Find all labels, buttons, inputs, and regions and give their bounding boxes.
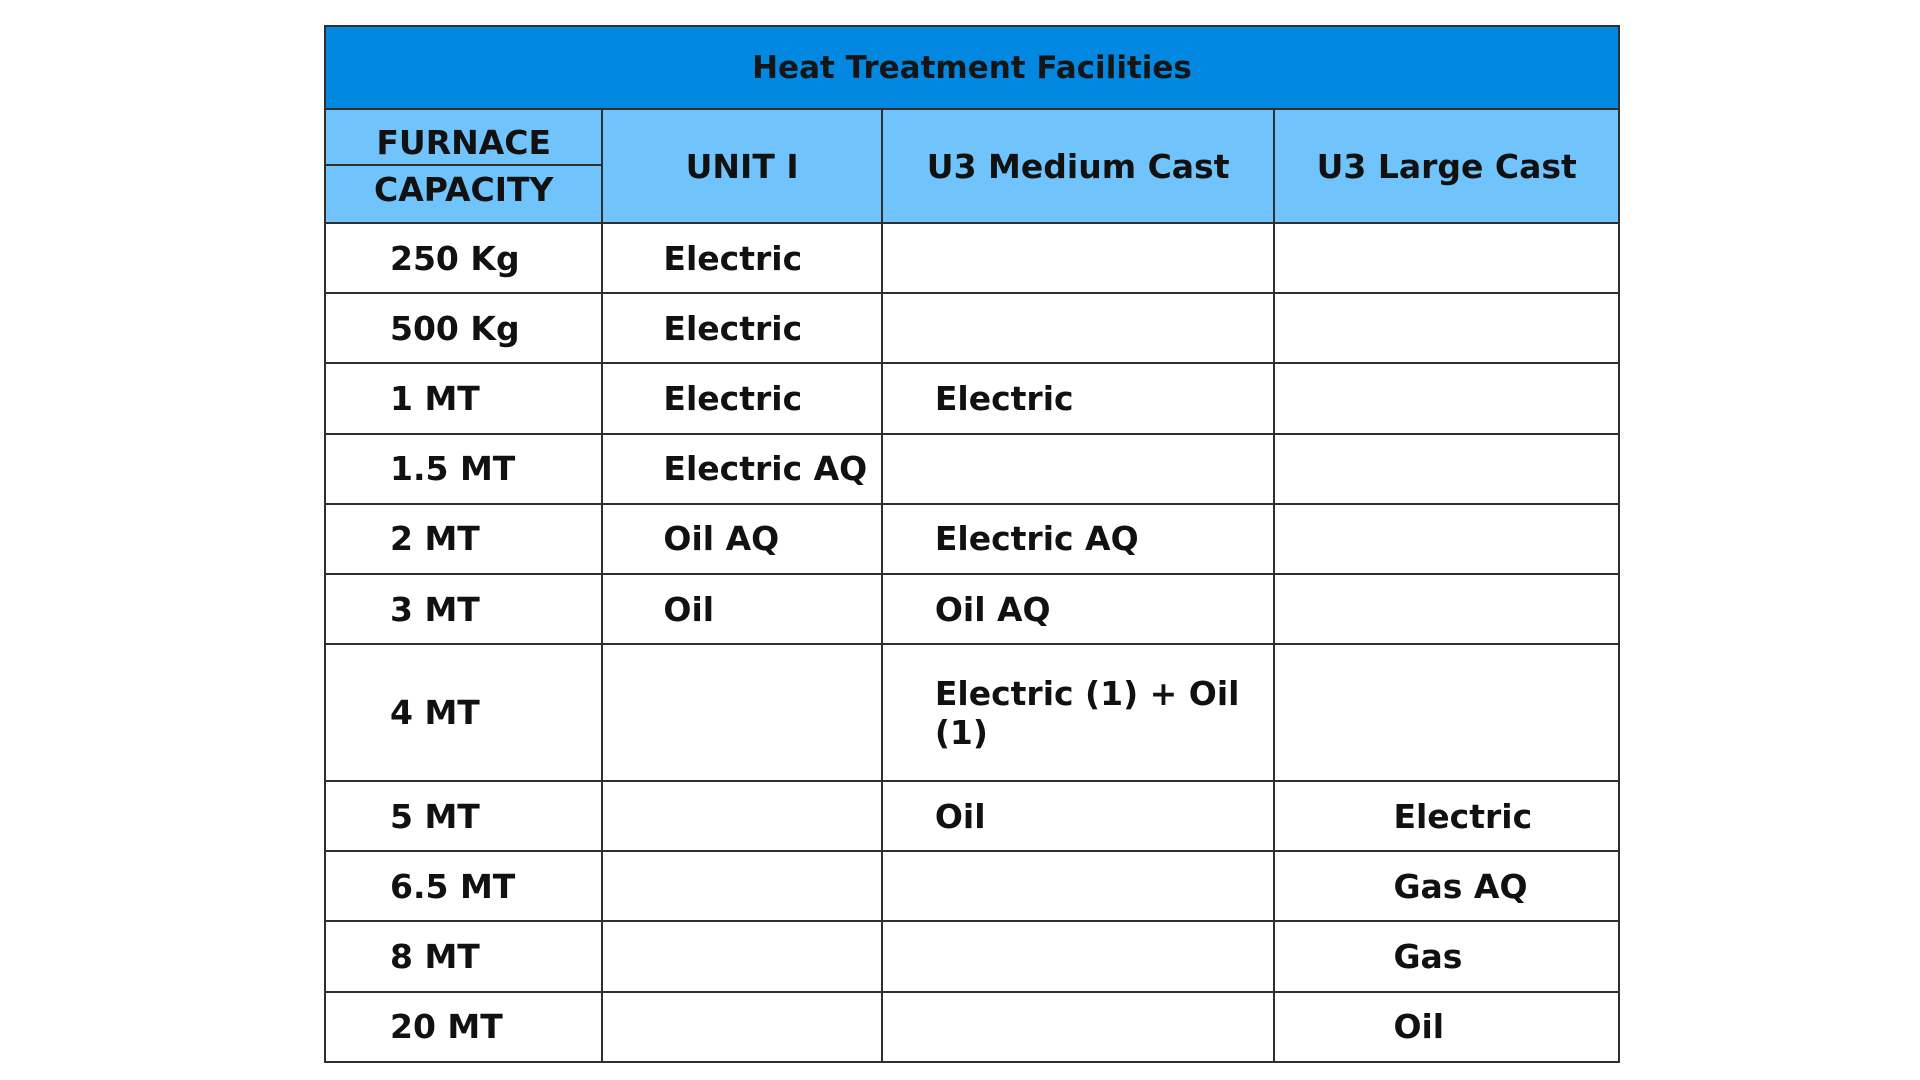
cell-unit-1 — [601, 643, 883, 783]
table-row: 2 MT Oil AQ Electric AQ — [323, 502, 1620, 575]
cell-u3-large — [1273, 221, 1620, 295]
header-u3-medium-cast: U3 Medium Cast — [880, 108, 1276, 224]
cell-capacity: 6.5 MT — [323, 850, 604, 923]
cell-u3-medium — [880, 850, 1276, 923]
cell-unit-1: Oil — [601, 572, 883, 646]
cell-unit-1 — [601, 990, 883, 1064]
cell-unit-1 — [601, 780, 883, 853]
table-row: 8 MT Gas — [323, 920, 1620, 993]
cell-u3-medium: Oil AQ — [880, 572, 1276, 646]
cell-capacity: 500 Kg — [323, 292, 604, 365]
cell-u3-large — [1273, 502, 1620, 575]
cell-u3-medium — [880, 920, 1276, 993]
cell-capacity: 250 Kg — [323, 221, 604, 295]
cell-capacity: 5 MT — [323, 780, 604, 853]
cell-u3-medium: Oil — [880, 780, 1276, 853]
cell-u3-medium — [880, 432, 1276, 505]
cell-unit-1 — [601, 920, 883, 993]
table-row: 6.5 MT Gas AQ — [323, 850, 1620, 923]
cell-capacity: 1.5 MT — [323, 432, 604, 505]
header-furnace-label: FURNACE — [326, 110, 602, 166]
cell-u3-large — [1273, 643, 1620, 783]
cell-unit-1: Electric AQ — [601, 432, 883, 505]
cell-u3-medium — [880, 990, 1276, 1064]
table-row: 1.5 MT Electric AQ — [323, 432, 1620, 505]
cell-u3-medium: Electric (1) + Oil (1) — [880, 643, 1276, 783]
table-row: 20 MT Oil — [323, 990, 1620, 1064]
cell-capacity: 4 MT — [323, 643, 604, 783]
cell-u3-medium: Electric — [880, 362, 1276, 435]
cell-u3-large: Electric — [1273, 780, 1620, 853]
table-title-row: Heat Treatment Facilities — [324, 25, 1620, 110]
cell-unit-1: Electric — [601, 221, 883, 295]
cell-unit-1 — [601, 850, 883, 923]
cell-capacity: 3 MT — [323, 572, 604, 646]
table-row: 500 Kg Electric — [323, 292, 1620, 365]
cell-u3-large — [1273, 292, 1620, 365]
cell-u3-medium: Electric AQ — [880, 502, 1276, 575]
table-header-row: FURNACE CAPACITY UNIT I U3 Medium Cast U… — [323, 108, 1620, 224]
header-unit-1: UNIT I — [601, 108, 883, 224]
table-row: 3 MT Oil Oil AQ — [323, 572, 1620, 646]
cell-unit-1: Electric — [601, 292, 883, 365]
table-row: 5 MT Oil Electric — [323, 780, 1620, 853]
cell-u3-large: Oil — [1273, 990, 1620, 1064]
cell-u3-medium — [880, 221, 1276, 295]
table-row: 1 MT Electric Electric — [323, 362, 1620, 435]
header-furnace-capacity: FURNACE CAPACITY — [323, 108, 604, 224]
cell-capacity: 1 MT — [323, 362, 604, 435]
heat-treatment-table-wrapper: Heat Treatment Facilities FURNACE CAPACI… — [323, 25, 1620, 1064]
cell-capacity: 2 MT — [323, 502, 604, 575]
cell-u3-large — [1273, 432, 1620, 505]
cell-u3-large — [1273, 362, 1620, 435]
header-capacity-label: CAPACITY — [374, 170, 554, 209]
cell-u3-large: Gas — [1273, 920, 1620, 993]
heat-treatment-table: Heat Treatment Facilities FURNACE CAPACI… — [323, 25, 1620, 1064]
cell-u3-medium — [880, 292, 1276, 365]
cell-u3-large: Gas AQ — [1273, 850, 1620, 923]
cell-unit-1: Oil AQ — [601, 502, 883, 575]
cell-u3-large — [1273, 572, 1620, 646]
table-title: Heat Treatment Facilities — [324, 25, 1620, 110]
header-u3-large-cast: U3 Large Cast — [1273, 108, 1620, 224]
cell-capacity: 20 MT — [323, 990, 604, 1064]
table-row: 250 Kg Electric — [323, 221, 1620, 295]
table-row: 4 MT Electric (1) + Oil (1) — [323, 643, 1620, 783]
cell-unit-1: Electric — [601, 362, 883, 435]
cell-capacity: 8 MT — [323, 920, 604, 993]
